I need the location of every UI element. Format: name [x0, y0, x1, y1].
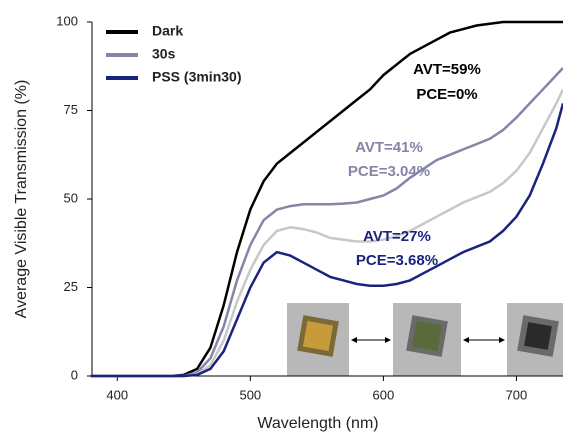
annotation: AVT=41% — [355, 139, 423, 156]
legend-label: 30s — [152, 46, 176, 62]
annotation: PCE=3.68% — [356, 252, 438, 269]
x-tick-label: 600 — [373, 387, 395, 402]
legend-label: Dark — [152, 23, 183, 39]
annotation: AVT=59% — [413, 61, 481, 78]
x-tick-label: 700 — [506, 387, 528, 402]
series-line — [90, 20, 563, 378]
device-photos — [287, 303, 563, 376]
y-axis-label: Average Visible Transmission (%) — [13, 80, 30, 319]
legend-label: PSS (3min30) — [152, 69, 241, 85]
annotation: AVT=27% — [363, 228, 431, 245]
annotation: PCE=0% — [416, 86, 477, 103]
y-tick-label: 0 — [71, 367, 78, 382]
series-line — [90, 88, 563, 378]
y-tick-label: 100 — [56, 13, 78, 28]
series-line — [90, 67, 563, 378]
y-tick-label: 25 — [64, 279, 78, 294]
y-tick-label: 75 — [64, 102, 78, 117]
annotation: PCE=3.04% — [348, 163, 430, 180]
y-tick-label: 50 — [64, 190, 78, 205]
x-tick-label: 500 — [239, 387, 261, 402]
x-axis-label: Wavelength (nm) — [257, 415, 378, 432]
x-tick-label: 400 — [106, 387, 128, 402]
series-line — [90, 103, 563, 378]
